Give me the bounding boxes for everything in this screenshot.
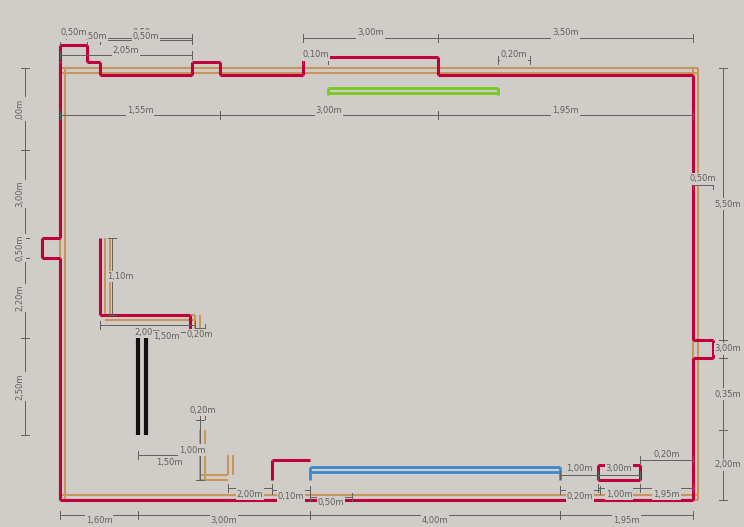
Text: 0,50m: 0,50m [60, 28, 87, 37]
Text: 5,50m: 5,50m [715, 200, 741, 209]
Text: 3,00m: 3,00m [715, 345, 741, 354]
Text: 0,35m: 0,35m [715, 389, 741, 398]
Text: ,00m: ,00m [16, 99, 25, 120]
Text: 1,00m: 1,00m [606, 490, 632, 499]
Text: 2,20m: 2,20m [16, 285, 25, 311]
Text: 0,50m: 0,50m [80, 32, 106, 41]
Text: 0,20m: 0,20m [187, 330, 214, 339]
Text: 3,00m: 3,00m [211, 515, 237, 524]
Text: 1,50m: 1,50m [153, 333, 180, 341]
Text: 0,50m: 0,50m [132, 32, 159, 41]
Text: 0,50m: 0,50m [690, 174, 716, 183]
Text: 0,10m: 0,10m [302, 51, 329, 60]
Text: 1,10m: 1,10m [106, 272, 133, 281]
Text: 0,20m: 0,20m [501, 51, 527, 60]
Text: 0,50m: 0,50m [16, 235, 25, 261]
Text: 1,60m: 1,60m [86, 515, 112, 524]
Text: 4,00m: 4,00m [422, 515, 448, 524]
Text: 2,50m: 2,50m [16, 373, 25, 400]
Text: 3,00m: 3,00m [16, 181, 25, 207]
Text: 3,50m: 3,50m [552, 28, 579, 37]
Text: 1,50m: 1,50m [155, 457, 182, 466]
Text: 0,10m: 0,10m [278, 492, 304, 501]
Text: 1,55m: 1,55m [126, 106, 153, 115]
Text: 1,95m: 1,95m [613, 515, 640, 524]
Text: 0,50m: 0,50m [60, 32, 87, 41]
Text: 2,00m: 2,00m [237, 490, 263, 499]
Text: 0,50m: 0,50m [318, 499, 344, 508]
Text: 2,00m: 2,00m [134, 327, 161, 337]
Text: 3,00m: 3,00m [315, 106, 342, 115]
Text: 0,50m: 0,50m [132, 28, 159, 37]
Text: 1,95m: 1,95m [653, 490, 680, 499]
Text: 1,95m: 1,95m [552, 106, 579, 115]
Text: 2,05m: 2,05m [113, 45, 139, 54]
Text: 3,00m: 3,00m [357, 28, 384, 37]
Text: 1,00m: 1,00m [565, 464, 592, 473]
Text: 3,00m: 3,00m [606, 464, 632, 473]
Text: 0,50m: 0,50m [60, 28, 87, 37]
Text: 1,00m: 1,00m [179, 445, 205, 454]
Text: 0,20m: 0,20m [567, 492, 593, 501]
Text: 2,00m: 2,00m [715, 461, 741, 470]
Text: 0,20m: 0,20m [653, 450, 680, 458]
Text: 0,20m: 0,20m [189, 405, 216, 415]
